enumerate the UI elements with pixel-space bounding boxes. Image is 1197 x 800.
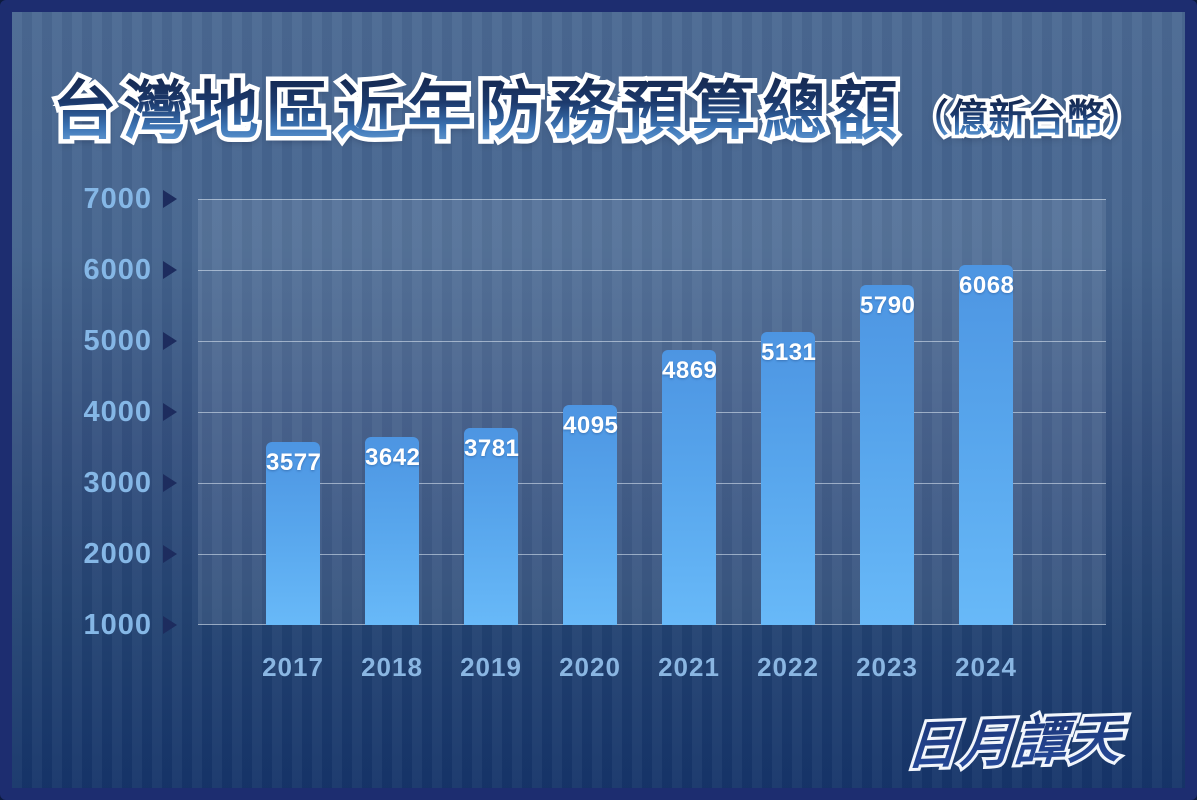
x-tick-label-2021: 2021: [658, 652, 720, 682]
y-tick-label: 3000: [83, 467, 152, 499]
gridline-4000: [198, 412, 1106, 413]
bar-2024: 6068: [959, 265, 1015, 625]
y-tick-label: 6000: [83, 254, 152, 286]
y-tick-label: 1000: [83, 609, 152, 641]
bar-value-label: 4869: [662, 357, 718, 385]
title-unit: （億新台幣） （億新台幣）: [907, 94, 1147, 143]
watermark-logo: 日月譚天 日月譚天: [902, 705, 1128, 780]
bar-2023: 5790: [860, 284, 916, 625]
x-tick-label-2024: 2024: [955, 652, 1017, 682]
plot-area: 3577 3642 3781 4095 4869 5131 5790 6068: [198, 199, 1106, 625]
x-tick-label-2017: 2017: [262, 652, 324, 682]
y-tick-arrow-icon: [163, 190, 177, 208]
y-tick-label: 4000: [83, 396, 152, 428]
x-tick-label-2023: 2023: [856, 652, 918, 682]
bar-2020: 4095: [563, 405, 619, 625]
title-row: 台灣地區近年防務預算總額 台灣地區近年防務預算總額 （億新台幣） （億新台幣）: [12, 60, 1185, 152]
gridline-5000: [198, 341, 1106, 342]
y-tick-label: 2000: [83, 538, 152, 570]
gridline-6000: [198, 270, 1106, 271]
bar-2022: 5131: [761, 331, 817, 625]
y-tick-label: 7000: [83, 183, 152, 215]
x-axis: 2017 2018 2019 2020 2021 2022 2023 2024: [198, 652, 1106, 692]
bar-value-label: 5790: [860, 291, 916, 319]
x-tick-label-2022: 2022: [757, 652, 819, 682]
gridline-2000: [198, 554, 1106, 555]
y-tick-arrow-icon: [163, 474, 177, 492]
page-title: 台灣地區近年防務預算總額 台灣地區近年防務預算總額: [48, 71, 905, 152]
bar-value-label: 3642: [365, 444, 421, 472]
gridline-1000: [198, 624, 1106, 625]
gridline-3000: [198, 483, 1106, 484]
y-tick-label: 5000: [83, 325, 152, 357]
bar-2021: 4869: [662, 350, 718, 625]
y-axis: 7000 6000 5000 4000 3000 2000 1000: [12, 12, 198, 788]
bar-2018: 3642: [365, 437, 421, 625]
bar-value-label: 4095: [563, 412, 619, 440]
bar-value-label: 5131: [761, 338, 817, 366]
y-tick-arrow-icon: [163, 545, 177, 563]
bar-2019: 3781: [464, 427, 520, 625]
gridline-7000: [198, 199, 1106, 200]
y-tick-arrow-icon: [163, 332, 177, 350]
y-tick-arrow-icon: [163, 261, 177, 279]
bar-value-label: 6068: [959, 272, 1015, 300]
x-tick-label-2019: 2019: [460, 652, 522, 682]
bar-value-label: 3577: [266, 449, 322, 477]
bar-value-label: 3781: [464, 434, 520, 462]
y-tick-arrow-icon: [163, 616, 177, 634]
bar-2017: 3577: [266, 442, 322, 625]
x-tick-label-2020: 2020: [559, 652, 621, 682]
y-tick-arrow-icon: [163, 403, 177, 421]
x-tick-label-2018: 2018: [361, 652, 423, 682]
